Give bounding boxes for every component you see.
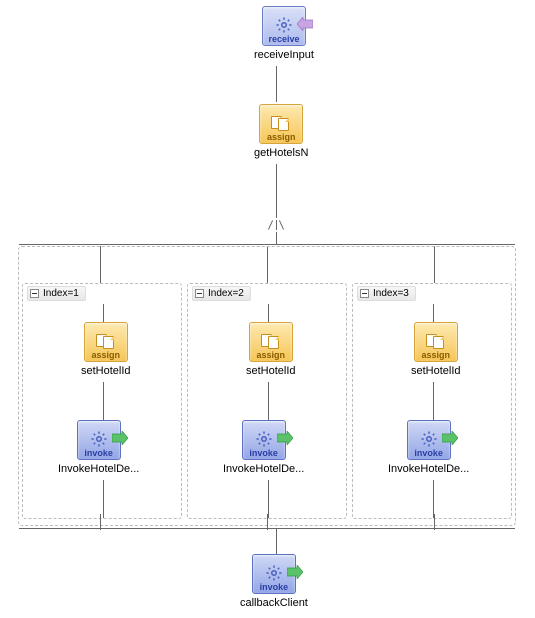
connector-line xyxy=(267,514,268,530)
invokehotel-node[interactable]: invoke InvokeHotelDe... xyxy=(223,420,304,475)
sethotelid-node[interactable]: assign setHotelId xyxy=(81,322,131,377)
collapse-icon[interactable] xyxy=(195,289,204,298)
callbackclient-node[interactable]: invoke callbackClient xyxy=(240,554,308,609)
invokehotel-label: InvokeHotelDe... xyxy=(58,463,139,475)
sethotelid-label: setHotelId xyxy=(246,365,296,377)
invoke-icon-box: invoke xyxy=(242,420,286,460)
pages-icon xyxy=(426,334,446,350)
arrow-out-icon xyxy=(112,431,128,445)
sethotelid-node[interactable]: assign setHotelId xyxy=(246,322,296,377)
invoke-icon-label: invoke xyxy=(414,448,443,458)
gear-icon xyxy=(265,564,283,582)
connector-line xyxy=(433,480,434,518)
assign-icon-box: assign xyxy=(259,104,303,144)
gear-icon xyxy=(420,430,438,448)
assign-icon-box: assign xyxy=(414,322,458,362)
connector-line xyxy=(276,528,277,554)
connector-line xyxy=(100,514,101,530)
assign-icon-label: assign xyxy=(92,350,121,360)
branch-header[interactable]: Index=3 xyxy=(357,286,416,301)
branch-header-label: Index=1 xyxy=(43,288,79,299)
receive-icon-box: receive xyxy=(262,6,306,46)
gethotels-label: getHotelsN xyxy=(254,147,308,159)
pages-icon xyxy=(96,334,116,350)
branch-3: Index=3 assign setHotelId invoke InvokeH… xyxy=(352,283,512,519)
connector-line xyxy=(268,304,269,322)
invokehotel-label: InvokeHotelDe... xyxy=(388,463,469,475)
arrow-out-icon xyxy=(442,431,458,445)
callbackclient-label: callbackClient xyxy=(240,597,308,609)
branch-2: Index=2 assign setHotelId invoke InvokeH… xyxy=(187,283,347,519)
gear-icon xyxy=(275,16,293,34)
gethotels-node[interactable]: assign getHotelsN xyxy=(254,104,308,159)
assign-icon-label: assign xyxy=(257,350,286,360)
invoke-icon-box: invoke xyxy=(407,420,451,460)
connector-line xyxy=(434,514,435,530)
branch-header-label: Index=3 xyxy=(373,288,409,299)
bpel-flow-canvas: receive receiveInput assign getHotelsN xyxy=(0,0,535,618)
invoke-icon-label: invoke xyxy=(260,582,289,592)
connector-line xyxy=(19,244,515,245)
connector-line xyxy=(433,304,434,322)
connector-line xyxy=(276,232,277,244)
receive-node[interactable]: receive receiveInput xyxy=(254,6,314,61)
split-icon xyxy=(268,218,284,230)
sethotelid-node[interactable]: assign setHotelId xyxy=(411,322,461,377)
pages-icon xyxy=(271,116,291,132)
connector-line xyxy=(268,382,269,420)
gear-icon xyxy=(90,430,108,448)
assign-icon-box: assign xyxy=(84,322,128,362)
branch-header[interactable]: Index=1 xyxy=(27,286,86,301)
connector-line xyxy=(103,480,104,518)
connector-line xyxy=(103,304,104,322)
branch-1: Index=1 assign setHotelId invoke InvokeH… xyxy=(22,283,182,519)
connector-line xyxy=(433,382,434,420)
branch-header-label: Index=2 xyxy=(208,288,244,299)
collapse-icon[interactable] xyxy=(360,289,369,298)
invokehotel-node[interactable]: invoke InvokeHotelDe... xyxy=(388,420,469,475)
connector-line xyxy=(268,480,269,518)
assign-icon-box: assign xyxy=(249,322,293,362)
gear-icon xyxy=(255,430,273,448)
invokehotel-node[interactable]: invoke InvokeHotelDe... xyxy=(58,420,139,475)
arrow-out-icon xyxy=(287,565,303,579)
assign-icon-label: assign xyxy=(267,132,296,142)
sethotelid-label: setHotelId xyxy=(411,365,461,377)
collapse-icon[interactable] xyxy=(30,289,39,298)
invoke-icon-box: invoke xyxy=(252,554,296,594)
assign-icon-label: assign xyxy=(422,350,451,360)
invoke-icon-label: invoke xyxy=(249,448,278,458)
invokehotel-label: InvokeHotelDe... xyxy=(223,463,304,475)
sethotelid-label: setHotelId xyxy=(81,365,131,377)
connector-line xyxy=(103,382,104,420)
arrow-in-icon xyxy=(297,17,313,31)
connector-line xyxy=(276,66,277,102)
arrow-out-icon xyxy=(277,431,293,445)
invoke-icon-label: invoke xyxy=(84,448,113,458)
invoke-icon-box: invoke xyxy=(77,420,121,460)
receive-label: receiveInput xyxy=(254,49,314,61)
pages-icon xyxy=(261,334,281,350)
connector-line xyxy=(276,164,277,218)
receive-icon-label: receive xyxy=(268,34,299,44)
branch-header[interactable]: Index=2 xyxy=(192,286,251,301)
branches-container: Index=1 assign setHotelId invoke InvokeH… xyxy=(18,246,516,526)
